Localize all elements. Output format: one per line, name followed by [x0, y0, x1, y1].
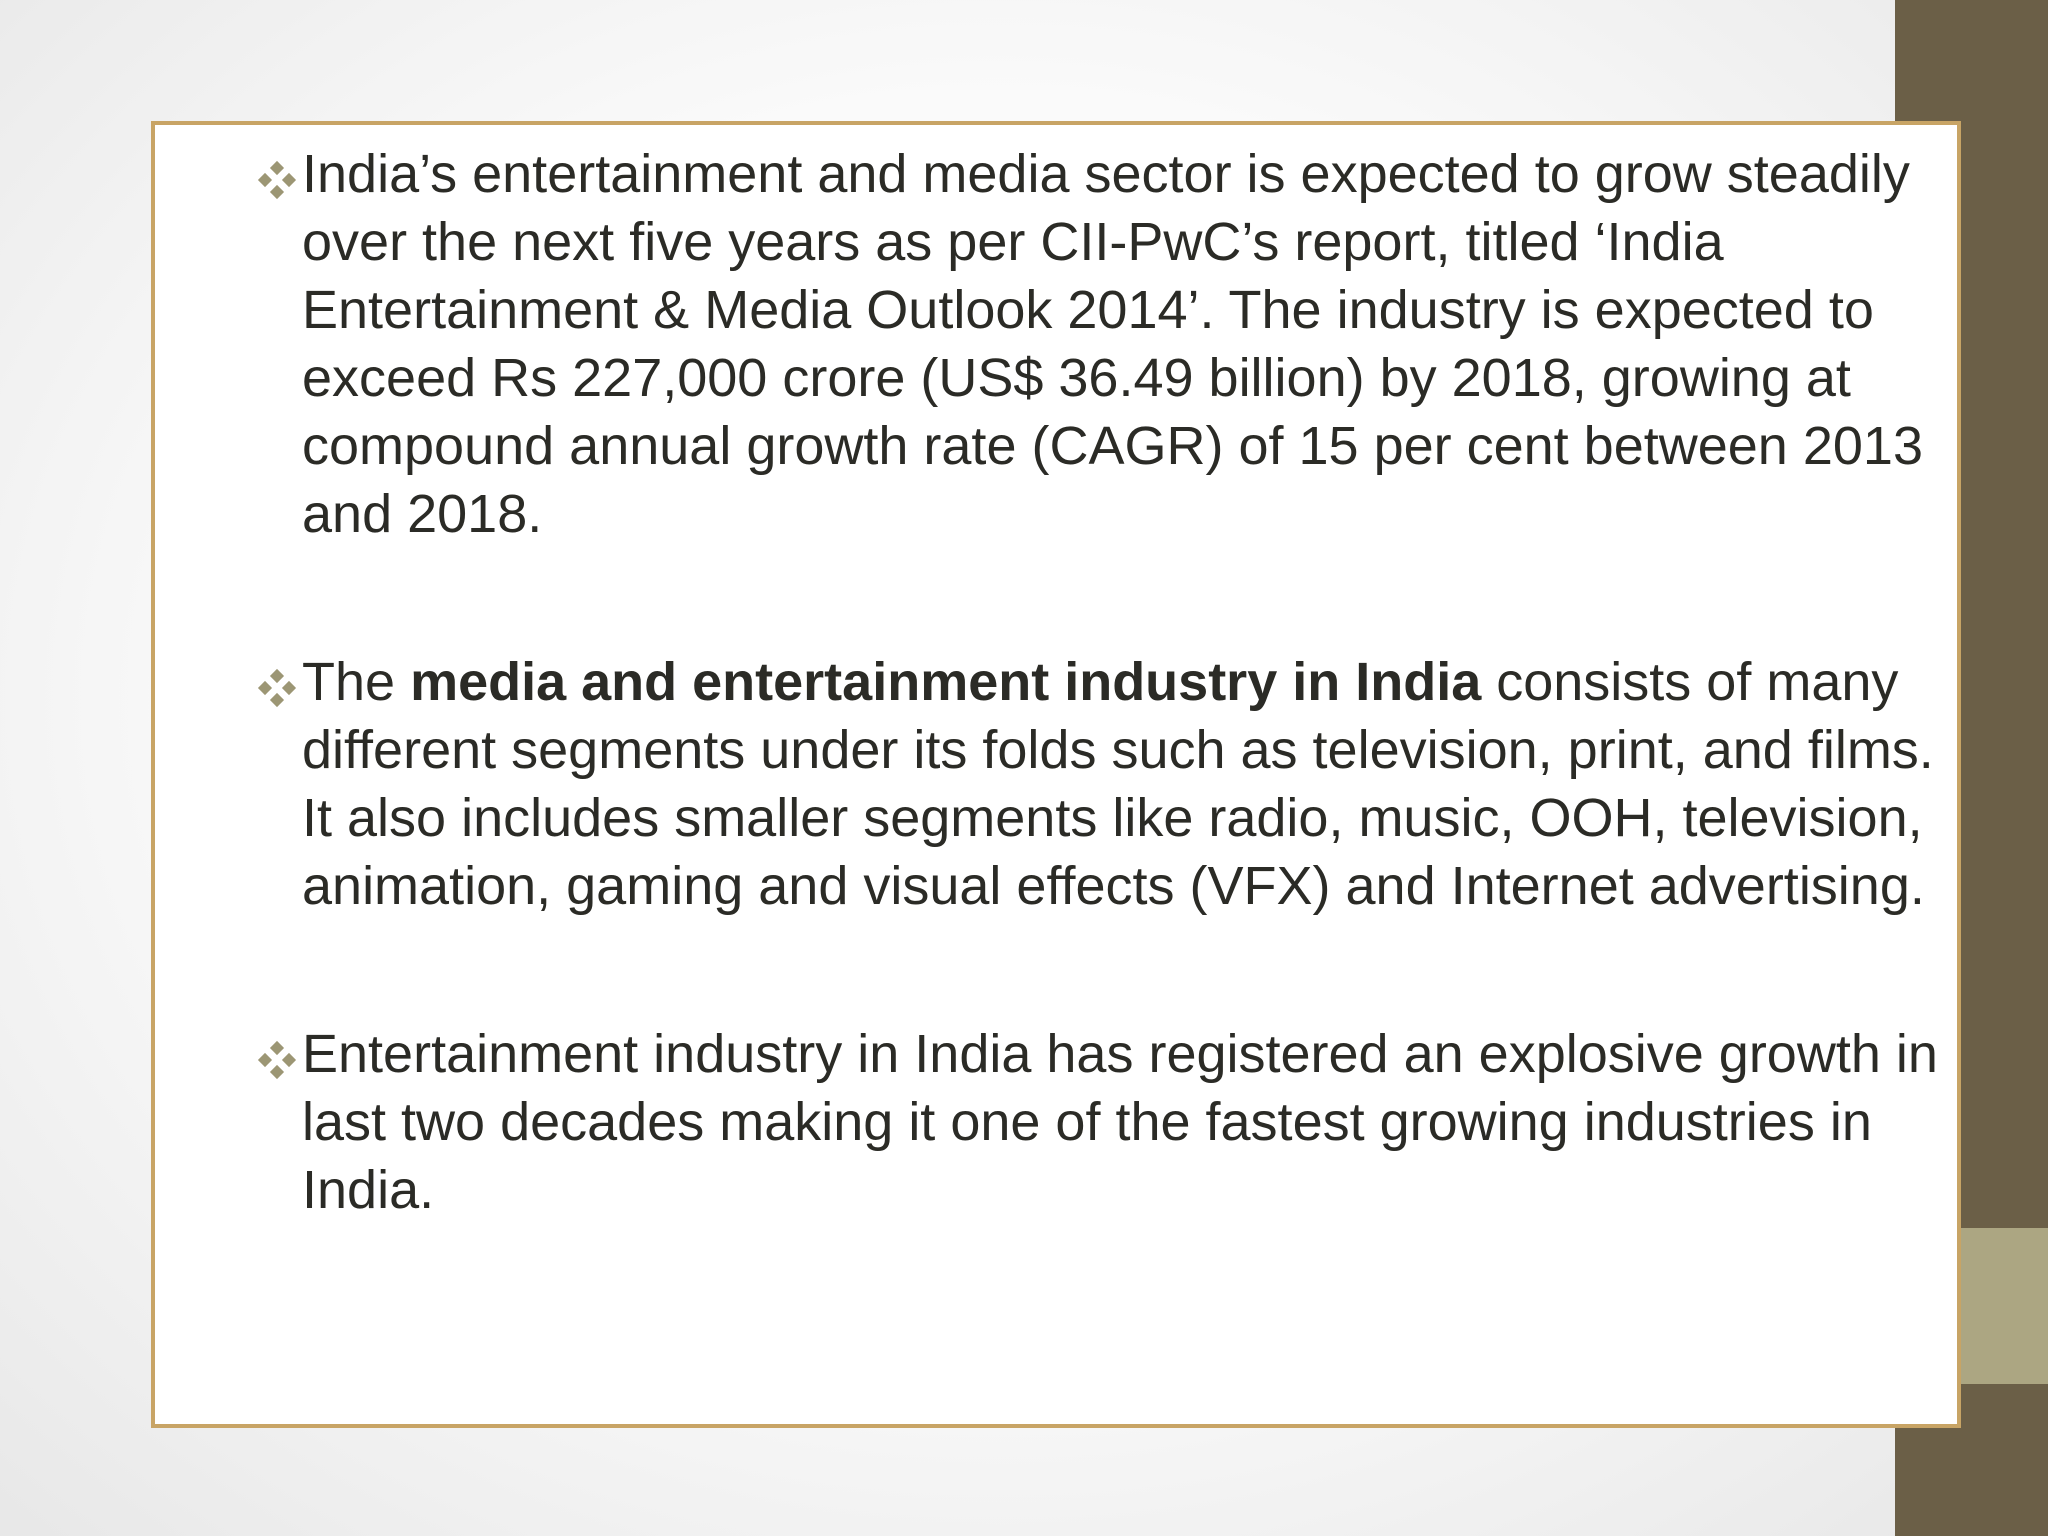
bullet-item-3: Entertainment industry in India has regi…	[255, 1020, 1945, 1224]
bullet-item-2: The media and entertainment industry in …	[255, 648, 1945, 920]
diamond-bullet-icon	[257, 160, 297, 200]
bullet-item-1: India’s entertainment and media sector i…	[255, 140, 1945, 548]
bullet-text: India’s entertainment and media sector i…	[302, 144, 1923, 544]
bullet-text-lead: The	[302, 652, 411, 712]
bullet-text: Entertainment industry in India has regi…	[302, 1024, 1938, 1220]
diamond-bullet-icon	[257, 1040, 297, 1080]
diamond-bullet-icon	[257, 668, 297, 708]
bullet-text-rest: consists of many different segments unde…	[302, 652, 1934, 916]
bullet-text-bold: media and entertainment industry in Indi…	[410, 652, 1482, 712]
content-frame: India’s entertainment and media sector i…	[151, 121, 1961, 1428]
decorative-side-accent	[1960, 1228, 2048, 1384]
bullet-list: India’s entertainment and media sector i…	[255, 140, 1945, 1224]
